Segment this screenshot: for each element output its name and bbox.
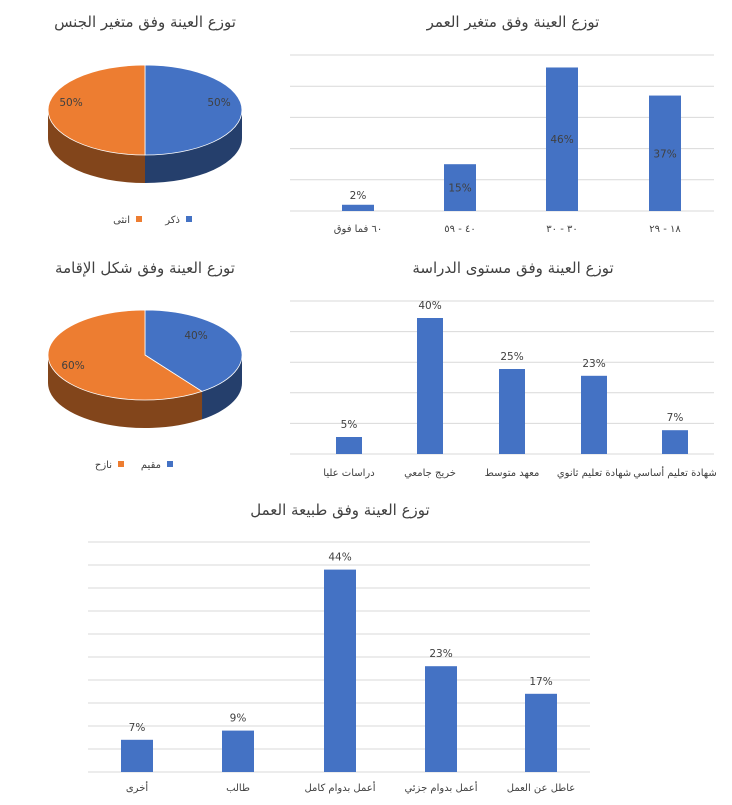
data-label: 9% — [230, 713, 247, 725]
chart-title: توزع العينة وفق طبيعة العمل — [250, 501, 429, 519]
category-label: خريج جامعي — [404, 468, 456, 479]
pie-slice-side — [48, 355, 203, 428]
bar — [336, 437, 362, 454]
category-label: أعمل بدوام جزئي — [404, 781, 477, 794]
data-label: 23% — [429, 648, 452, 660]
data-label: 25% — [500, 351, 523, 363]
chart-title: توزع العينة وفق متغير الجنس — [54, 13, 236, 31]
bar — [444, 164, 476, 211]
legend-swatch — [118, 461, 124, 467]
pie-label: 40% — [184, 330, 207, 342]
legend-label: انثى — [113, 215, 130, 226]
bar — [581, 375, 607, 454]
chart-title: توزع العينة وفق مستوى الدراسة — [412, 259, 613, 277]
category-label: عاطل عن العمل — [507, 783, 576, 794]
chart-gender: توزع العينة وفق متغير الجنس 50% 50% ذكر انثى — [47, 13, 243, 226]
chart-education: توزع العينة وفق مستوى الدراسة 7% شهادة تعل… — [290, 259, 717, 479]
legend: مقيم نازح — [95, 460, 173, 471]
bar — [662, 430, 688, 454]
pie-slice-side — [202, 355, 242, 420]
bar — [499, 369, 525, 454]
category-label: شهادة تعليم ثانوي — [557, 468, 631, 479]
data-label: 23% — [582, 358, 605, 370]
bar — [525, 693, 557, 772]
category-label: ٣٠ - ٣٠ — [546, 224, 577, 235]
bar — [121, 739, 153, 772]
category-label: طالب — [226, 783, 250, 794]
data-label: 46% — [550, 134, 573, 146]
data-label: 37% — [653, 148, 676, 160]
pie-slice-side — [145, 110, 242, 183]
legend-swatch — [167, 461, 173, 467]
pie-slice — [47, 309, 203, 401]
chart-title: توزع العينة وفق متغير العمر — [426, 13, 600, 31]
pie-slice — [144, 309, 243, 392]
category-label: ٦٠ فما فوق — [334, 224, 382, 235]
bar — [425, 666, 457, 772]
category-label: شهادة تعليم أساسي — [633, 466, 717, 479]
pie-slice — [47, 64, 146, 156]
legend-label: نازح — [95, 460, 112, 471]
pie-slice-side — [48, 110, 145, 183]
category-label: ٤٠ - ٥٩ — [444, 224, 475, 235]
category-label: أخرى — [126, 781, 149, 794]
data-label: 17% — [529, 676, 552, 688]
data-label: 5% — [341, 419, 358, 431]
legend-label: مقيم — [141, 460, 161, 471]
data-label: 40% — [418, 300, 441, 312]
pie-label: 50% — [59, 97, 82, 109]
legend: ذكر انثى — [113, 215, 192, 226]
data-label: 15% — [448, 183, 471, 195]
bar — [342, 204, 374, 211]
data-label: 7% — [667, 412, 684, 424]
pie-label: 60% — [61, 360, 84, 372]
data-label: 2% — [350, 190, 367, 202]
bar — [222, 730, 254, 772]
bar — [324, 569, 356, 772]
legend-label: ذكر — [164, 215, 180, 226]
pie-label: 50% — [207, 97, 230, 109]
bar — [649, 95, 681, 211]
bar — [417, 318, 443, 454]
category-label: دراسات عليا — [323, 468, 374, 479]
legend-swatch — [186, 216, 192, 222]
data-label: 7% — [129, 722, 146, 734]
chart-residence: توزع العينة وفق شكل الإقامة 40% 60% مقيم ناز… — [47, 259, 243, 471]
bar — [546, 67, 578, 211]
category-label: أعمل بدوام كامل — [304, 781, 375, 794]
pie-slice — [144, 64, 243, 156]
category-label: ١٨ - ٢٩ — [649, 224, 681, 235]
chart-title: توزع العينة وفق شكل الإقامة — [55, 259, 235, 277]
legend-swatch — [136, 216, 142, 222]
chart-work: توزع العينة وفق طبيعة العمل 17% عاطل عن ال… — [88, 501, 590, 794]
category-label: معهد متوسط — [485, 468, 540, 479]
data-label: 44% — [328, 552, 351, 564]
chart-age: توزع العينة وفق متغير العمر 37% ١٨ - ٢٩ 46%… — [290, 13, 714, 235]
